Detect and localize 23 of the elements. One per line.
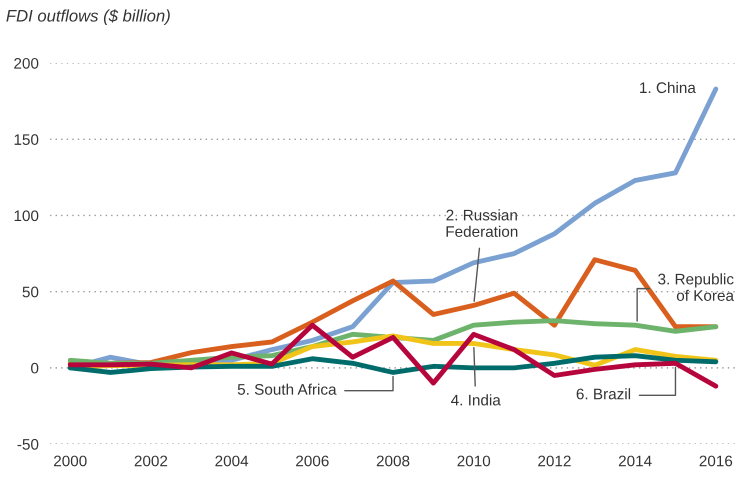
text: 2. Russian Federation: [446, 209, 518, 237]
series-label: 1. China: [640, 82, 696, 94]
chart-title: FDI outflows ($ billion): [6, 9, 170, 25]
y-tick-label: -50: [18, 438, 38, 450]
x-tick-label: 2002: [134, 456, 168, 466]
series-label: 3. Republic of Korea: [658, 273, 734, 301]
y-tick-label: 100: [14, 210, 38, 222]
x-tick-label: 2016: [700, 456, 732, 466]
x-tick-label: 2012: [538, 456, 571, 466]
x-tick-label: 2004: [215, 456, 248, 466]
series-label: 6. Brazil: [576, 388, 630, 400]
y-tick-label: 200: [14, 58, 38, 69]
line-series: [68, 353, 718, 375]
x-tick-label: 2010: [458, 456, 490, 466]
x-tick-label: 2006: [296, 456, 329, 466]
x-tick-label: 2008: [376, 456, 410, 466]
series-label: 5. South Africa: [238, 384, 337, 395]
y-tick-label: 150: [14, 134, 38, 145]
y-tick-label: 0: [31, 362, 38, 374]
text: 4. India: [451, 394, 501, 406]
x-tick-label: 2014: [618, 456, 652, 466]
y-tick-label: 50: [22, 286, 38, 298]
x-tick-label: 2000: [54, 456, 87, 466]
